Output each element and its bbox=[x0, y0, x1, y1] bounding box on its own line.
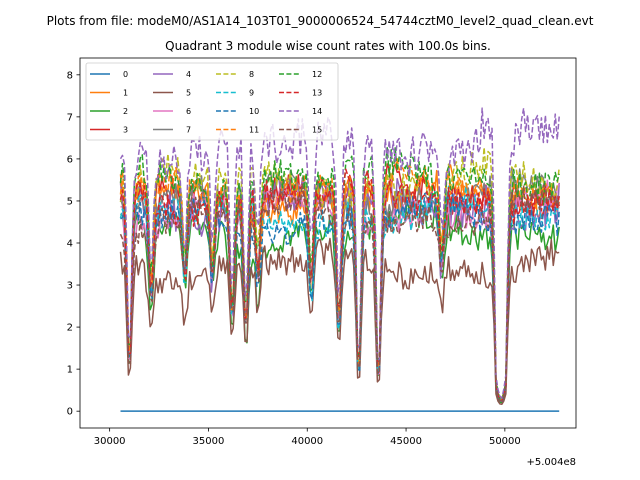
series-line-11 bbox=[119, 158, 560, 401]
y-tick-label: 2 bbox=[67, 323, 73, 334]
legend-label-6: 6 bbox=[186, 107, 191, 116]
legend-label-10: 10 bbox=[249, 107, 259, 116]
legend-label-11: 11 bbox=[249, 126, 259, 135]
series-line-15 bbox=[119, 183, 560, 402]
legend-label-7: 7 bbox=[186, 126, 191, 135]
legend-label-0: 0 bbox=[123, 70, 128, 79]
legend-label-5: 5 bbox=[186, 89, 191, 98]
y-tick-label: 6 bbox=[67, 154, 73, 165]
legend-label-2: 2 bbox=[123, 107, 128, 116]
chart-title: Quadrant 3 module wise count rates with … bbox=[165, 39, 491, 53]
legend-label-12: 12 bbox=[312, 70, 322, 79]
legend-label-4: 4 bbox=[186, 70, 191, 79]
x-tick-label: 50000 bbox=[489, 436, 521, 447]
x-tick-label: 30000 bbox=[94, 436, 126, 447]
y-tick-label: 4 bbox=[67, 239, 73, 250]
series-line-8 bbox=[119, 146, 560, 399]
legend-label-3: 3 bbox=[123, 126, 128, 135]
series-line-5 bbox=[119, 237, 560, 405]
legend-label-8: 8 bbox=[249, 70, 254, 79]
legend-frame bbox=[85, 62, 339, 141]
y-tick-label: 7 bbox=[67, 112, 73, 123]
x-tick-label: 40000 bbox=[291, 436, 323, 447]
legend-label-9: 9 bbox=[249, 89, 254, 98]
y-tick-label: 5 bbox=[67, 196, 73, 207]
x-offset-label: +5.004e8 bbox=[526, 457, 576, 468]
x-axis: 30000 35000 40000 45000 50000 bbox=[94, 428, 521, 447]
legend-label-13: 13 bbox=[312, 89, 322, 98]
y-axis: 0 1 2 3 4 5 6 7 8 bbox=[67, 70, 80, 418]
y-tick-label: 3 bbox=[67, 281, 73, 292]
legend-label-14: 14 bbox=[312, 107, 322, 116]
series-line-10 bbox=[120, 189, 560, 403]
series-line-14 bbox=[119, 107, 560, 399]
series-layer bbox=[119, 107, 560, 412]
figure-suptitle: Plots from file: modeM0/AS1A14_103T01_90… bbox=[47, 14, 594, 28]
x-tick-label: 35000 bbox=[193, 436, 225, 447]
legend-label-15: 15 bbox=[312, 126, 322, 135]
y-tick-label: 1 bbox=[67, 365, 73, 376]
series-line-13 bbox=[119, 168, 560, 402]
x-tick-label: 45000 bbox=[390, 436, 422, 447]
y-tick-label: 8 bbox=[67, 70, 73, 81]
y-tick-label: 0 bbox=[67, 407, 73, 418]
legend-label-1: 1 bbox=[123, 89, 128, 98]
